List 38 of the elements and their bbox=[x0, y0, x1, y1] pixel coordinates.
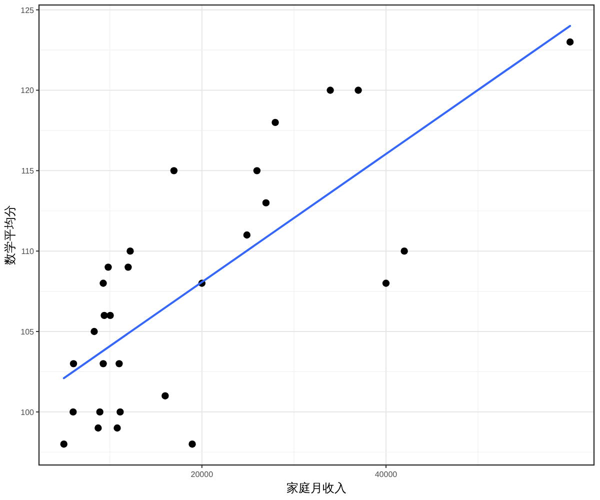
point bbox=[70, 408, 77, 416]
y-tick-label: 105 bbox=[20, 328, 35, 337]
point bbox=[104, 264, 112, 271]
point bbox=[566, 38, 574, 46]
point bbox=[90, 328, 98, 336]
point bbox=[354, 86, 362, 94]
point bbox=[170, 167, 178, 174]
y-tick-label: 115 bbox=[21, 166, 35, 176]
y-axis-title: 数学平均分 bbox=[3, 205, 17, 265]
x-axis-title: 家庭月收入 bbox=[286, 481, 346, 495]
point bbox=[400, 247, 408, 255]
point bbox=[253, 167, 261, 174]
point bbox=[114, 424, 121, 432]
point bbox=[116, 408, 124, 416]
y-tick-label: 100 bbox=[20, 408, 35, 417]
x-tick-label: 20000 bbox=[190, 470, 214, 479]
point bbox=[272, 118, 279, 126]
point bbox=[126, 247, 134, 255]
point bbox=[106, 312, 114, 320]
point bbox=[382, 280, 390, 287]
y-tick-label: 125 bbox=[20, 6, 35, 15]
point bbox=[162, 392, 169, 400]
point bbox=[326, 86, 334, 94]
x-tick-label: 40000 bbox=[374, 470, 398, 479]
point bbox=[100, 360, 107, 368]
point bbox=[100, 312, 108, 320]
point bbox=[96, 408, 104, 416]
point bbox=[116, 360, 123, 368]
y-tick-label: 110 bbox=[21, 247, 35, 256]
point bbox=[124, 264, 132, 271]
point bbox=[100, 280, 107, 287]
point bbox=[94, 424, 102, 432]
y-tick-label: 120 bbox=[20, 86, 35, 96]
point bbox=[262, 199, 270, 206]
point bbox=[70, 360, 78, 368]
point bbox=[188, 440, 196, 448]
point bbox=[60, 440, 68, 448]
point bbox=[243, 231, 251, 239]
